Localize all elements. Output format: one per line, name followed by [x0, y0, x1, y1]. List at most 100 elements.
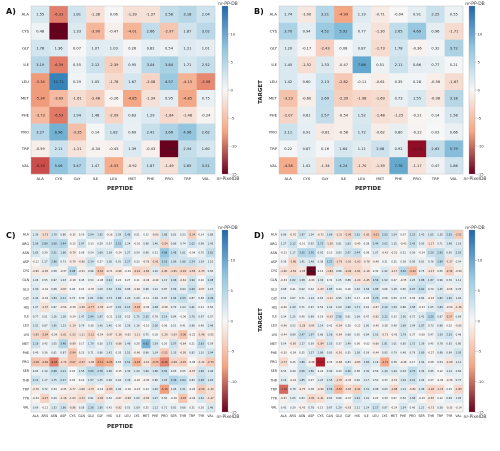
cell-label: -0.12: [32, 260, 39, 264]
cell-label: -1.71: [449, 29, 458, 33]
cell-label: 2.24: [189, 260, 195, 264]
heatmap-cell: [453, 302, 464, 313]
cell-label: 2.02: [382, 242, 388, 246]
heatmap-cell: [306, 248, 316, 258]
cell-label: -4.58: [284, 164, 294, 168]
cell-label: 0.87: [60, 351, 66, 355]
heatmap-cell: [169, 402, 179, 413]
cell-label: 1.81: [73, 13, 81, 17]
x-tick-label: LEU: [125, 414, 132, 418]
heatmap-cell: [40, 239, 50, 249]
heatmap-cell: [426, 311, 436, 322]
cell-label: -0.48: [400, 360, 407, 364]
cell-label: -0.43: [382, 251, 389, 255]
heatmap-cell: [371, 239, 381, 249]
x-tick-label: VAL: [202, 176, 210, 181]
heatmap-cell: [104, 123, 124, 141]
cell-label: -0.08: [189, 360, 196, 364]
cell-label: -3.69: [54, 97, 64, 101]
cell-label: -0.71: [106, 269, 113, 273]
heatmap-cell: [361, 366, 372, 376]
cell-label: 1.65: [33, 251, 39, 255]
cell-label: 1.17: [299, 342, 305, 346]
cell-label: 0.25: [391, 260, 397, 264]
heatmap-cell: [31, 384, 41, 394]
heatmap-cell: [169, 393, 179, 404]
cell-label: 5.92: [339, 29, 347, 33]
cell-label: -1.88: [391, 387, 398, 391]
heatmap-cell: [31, 402, 41, 413]
heatmap-cell: [150, 248, 160, 258]
heatmap-cell: [159, 39, 179, 57]
heatmap-cell: [417, 284, 427, 294]
cell-label: 1.94: [73, 113, 82, 117]
heatmap-cell: [306, 293, 316, 303]
cell-label: 1.78: [395, 46, 404, 50]
heatmap-cell: [159, 293, 170, 303]
cell-label: -2.41: [354, 387, 361, 391]
heatmap-cell: [426, 230, 436, 240]
heatmap-cell: [407, 39, 427, 57]
heatmap-cell: [196, 357, 206, 367]
heatmap-cell: [444, 375, 454, 385]
cell-label: 0.88: [345, 278, 351, 282]
cell-label: 0.86: [171, 242, 177, 246]
cell-label: -0.43: [299, 405, 306, 409]
x-tick-label: ALA: [36, 176, 44, 181]
heatmap-cell: [132, 302, 142, 313]
heatmap-cell: [444, 239, 454, 249]
cell-label: -0.57: [198, 287, 205, 291]
y-tick-label: ALA: [270, 12, 278, 17]
heatmap-cell: [205, 339, 216, 349]
cell-label: 0.66: [382, 287, 388, 291]
heatmap-cell: [444, 384, 454, 394]
cell-label: 0.78: [308, 405, 314, 409]
cell-label: 1.42: [284, 80, 292, 84]
heatmap-cell: [380, 302, 390, 313]
cell-label: 1.02: [327, 305, 333, 309]
heatmap-cell: [178, 230, 188, 240]
heatmap-cell: [113, 230, 124, 240]
cell-label: -1.45: [363, 278, 370, 282]
x-tick-label: GLY: [345, 414, 351, 418]
heatmap-cell: [159, 73, 179, 91]
cell-label: 1.03: [110, 46, 118, 50]
heatmap-cell: [95, 357, 105, 367]
cell-label: 0.95: [165, 97, 173, 101]
heatmap-cell: [315, 22, 335, 40]
cell-label: -0.97: [189, 369, 196, 373]
heatmap-cell: [77, 402, 87, 413]
cell-label: 1.34: [152, 351, 158, 355]
cell-label: 0.03: [364, 296, 370, 300]
heatmap-cell: [352, 275, 362, 285]
cell-label: -0.07: [345, 396, 352, 400]
heatmap-cell: [141, 375, 151, 385]
panel-letter: A): [6, 7, 16, 16]
heatmap-cell: [178, 366, 188, 376]
heatmap-cell: [371, 311, 381, 322]
heatmap-cell: [435, 357, 445, 367]
heatmap-cell: [169, 366, 179, 376]
heatmap-cell: [123, 366, 133, 376]
cell-label: 1.46: [125, 342, 131, 346]
cell-label: -1.71: [78, 396, 85, 400]
cell-label: 0.28: [134, 342, 140, 346]
heatmap-cell: [67, 284, 78, 294]
heatmap-cell: [196, 6, 216, 23]
heatmap-cell: [95, 402, 105, 413]
cell-label: 1.35: [97, 378, 103, 382]
heatmap-cell: [40, 302, 50, 313]
cell-label: 1.11: [456, 278, 462, 282]
heatmap-cell: [86, 375, 96, 385]
heatmap-cell: [113, 375, 124, 385]
heatmap-cell: [196, 402, 206, 413]
cell-label: -2.39: [109, 63, 119, 67]
colorbar-tick-label: -5: [231, 349, 235, 354]
heatmap-cell: [407, 375, 418, 385]
heatmap-cell: [444, 357, 454, 367]
heatmap-cell: [49, 330, 59, 340]
heatmap-cell: [169, 248, 179, 258]
cell-label: 2.06: [33, 242, 39, 246]
cell-label: -1.32: [198, 360, 205, 364]
heatmap-cell: [426, 257, 436, 267]
